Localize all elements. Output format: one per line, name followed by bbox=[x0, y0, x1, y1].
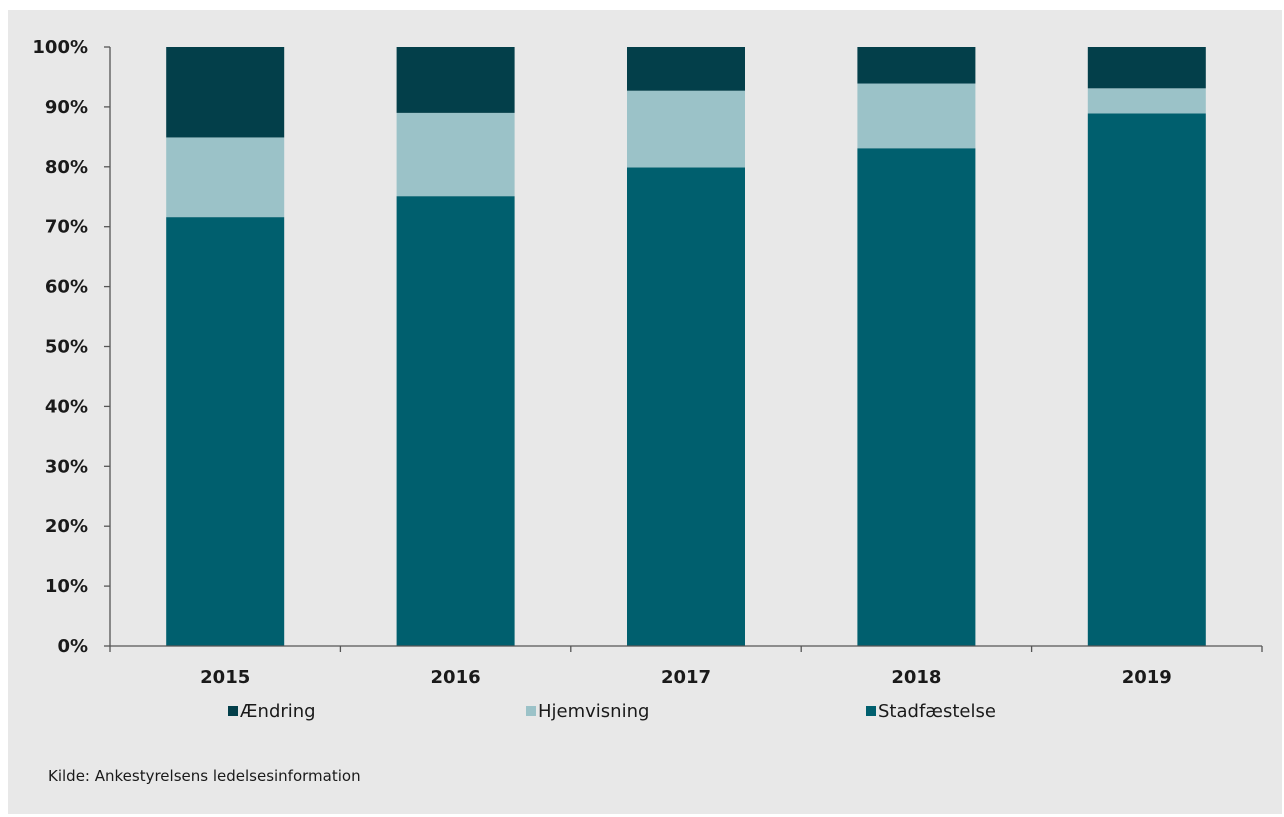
bar-2018-stadfæstelse bbox=[857, 148, 976, 646]
legend-label: Stadfæstelse bbox=[878, 701, 996, 722]
bar-2019-stadfæstelse bbox=[1087, 113, 1206, 646]
y-tick-label: 20% bbox=[45, 516, 88, 537]
bar-2017-stadfæstelse bbox=[627, 167, 745, 647]
legend-swatch bbox=[866, 706, 876, 716]
x-axis: 2015 2016 2017 2018 2019 bbox=[109, 645, 1263, 688]
bar-2019-ændring bbox=[1087, 47, 1206, 89]
y-tick-label: 60% bbox=[45, 277, 88, 298]
legend-swatch bbox=[526, 706, 536, 716]
bars bbox=[166, 47, 1206, 647]
bar-2018-ændring bbox=[857, 47, 976, 84]
y-tick-label: 80% bbox=[45, 157, 88, 178]
bar-2016-hjemvisning bbox=[396, 112, 515, 197]
bar-2016-ændring bbox=[396, 47, 515, 113]
x-tick-label: 2019 bbox=[1122, 667, 1172, 688]
bar-2015-hjemvisning bbox=[166, 137, 285, 218]
x-tick-label: 2018 bbox=[891, 667, 941, 688]
bar-2017-hjemvisning bbox=[627, 90, 745, 168]
y-tick-label: 10% bbox=[45, 576, 88, 597]
bar-2015-ændring bbox=[166, 47, 285, 138]
legend-label: Hjemvisning bbox=[538, 701, 649, 722]
x-tick-label: 2016 bbox=[431, 667, 481, 688]
y-tick-label: 0% bbox=[57, 636, 88, 657]
x-tick-label: 2015 bbox=[200, 667, 250, 688]
x-tick-label: 2017 bbox=[661, 667, 711, 688]
y-tick-label: 40% bbox=[45, 396, 88, 417]
legend: Ændring Hjemvisning Stadfæstelse bbox=[228, 701, 996, 722]
bar-2015-stadfæstelse bbox=[166, 217, 285, 646]
bar-2016-stadfæstelse bbox=[396, 196, 515, 646]
source-note: Kilde: Ankestyrelsens ledelsesinformatio… bbox=[48, 767, 361, 785]
y-tick-label: 90% bbox=[45, 97, 88, 118]
y-tick-label: 70% bbox=[45, 217, 88, 238]
bar-2017-ændring bbox=[627, 47, 745, 91]
legend-swatch bbox=[228, 706, 238, 716]
bar-2018-hjemvisning bbox=[857, 83, 976, 149]
y-axis: 0% 10% 20% 30% 40% 50% 60% 70% 80% 90% 100% bbox=[32, 37, 111, 657]
legend-label: Ændring bbox=[240, 701, 316, 722]
bar-2019-hjemvisning bbox=[1087, 88, 1206, 114]
y-tick-label: 100% bbox=[32, 37, 88, 58]
y-tick-label: 30% bbox=[45, 456, 88, 477]
y-tick-label: 50% bbox=[45, 337, 88, 358]
